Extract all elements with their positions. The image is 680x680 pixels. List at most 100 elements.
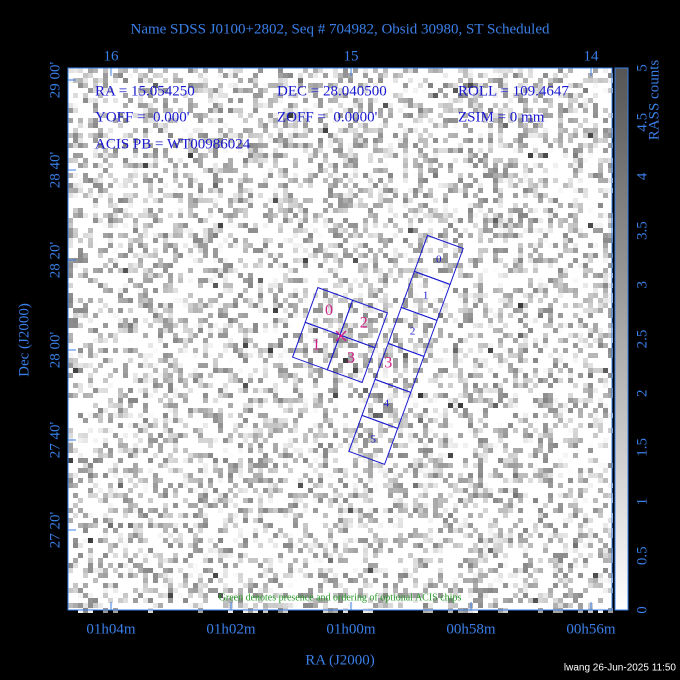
sky-pixel: [233, 378, 238, 383]
sky-pixel: [418, 303, 423, 308]
sky-pixel: [578, 123, 583, 128]
sky-pixel: [233, 238, 238, 243]
sky-pixel: [178, 253, 183, 258]
sky-pixel: [328, 253, 333, 258]
sky-pixel: [378, 553, 383, 558]
sky-pixel: [323, 413, 328, 418]
sky-pixel: [483, 383, 488, 388]
sky-pixel: [268, 488, 273, 493]
sky-pixel: [163, 458, 168, 463]
sky-pixel: [293, 183, 298, 188]
sky-pixel: [353, 483, 358, 488]
sky-pixel: [238, 488, 243, 493]
sky-pixel: [603, 68, 608, 73]
sky-pixel: [338, 178, 343, 183]
sky-pixel: [333, 428, 338, 433]
sky-pixel: [113, 473, 118, 478]
sky-pixel: [88, 188, 93, 193]
sky-pixel: [373, 438, 378, 443]
sky-pixel: [173, 243, 178, 248]
sky-pixel: [353, 463, 358, 468]
sky-pixel: [483, 248, 488, 253]
sky-pixel: [163, 208, 168, 213]
sky-pixel: [253, 438, 258, 443]
sky-pixel: [233, 538, 238, 543]
sky-pixel: [428, 168, 433, 173]
sky-pixel: [388, 343, 393, 348]
sky-pixel: [238, 443, 243, 448]
sky-pixel: [568, 433, 573, 438]
sky-pixel: [563, 183, 568, 188]
sky-pixel: [548, 368, 553, 373]
sky-pixel: [578, 553, 583, 558]
sky-pixel: [153, 288, 158, 293]
sky-pixel: [478, 398, 483, 403]
sky-pixel: [138, 298, 143, 303]
sky-pixel: [503, 488, 508, 493]
sky-pixel: [173, 178, 178, 183]
sky-pixel: [303, 218, 308, 223]
sky-pixel: [123, 368, 128, 373]
sky-pixel: [93, 458, 98, 463]
sky-pixel: [303, 363, 308, 368]
sky-pixel: [463, 388, 468, 393]
sky-pixel: [338, 113, 343, 118]
sky-pixel: [178, 523, 183, 528]
sky-pixel: [528, 383, 533, 388]
sky-pixel: [593, 293, 598, 298]
sky-pixel: [208, 443, 213, 448]
sky-pixel: [218, 408, 223, 413]
sky-pixel: [538, 93, 543, 98]
sky-pixel: [163, 568, 168, 573]
sky-pixel: [573, 243, 578, 248]
sky-pixel: [273, 163, 278, 168]
sky-pixel: [248, 278, 253, 283]
sky-pixel: [608, 128, 613, 133]
sky-pixel: [213, 548, 218, 553]
sky-pixel: [573, 563, 578, 568]
sky-pixel: [348, 283, 353, 288]
sky-pixel: [318, 138, 323, 143]
sky-pixel: [323, 73, 328, 78]
sky-pixel: [358, 203, 363, 208]
sky-pixel: [93, 328, 98, 333]
sky-pixel: [293, 418, 298, 423]
sky-pixel: [258, 68, 263, 73]
sky-pixel: [498, 578, 503, 583]
sky-pixel: [278, 98, 283, 103]
sky-pixel: [378, 123, 383, 128]
sky-pixel: [178, 363, 183, 368]
sky-pixel: [333, 183, 338, 188]
sky-pixel: [413, 68, 418, 73]
sky-pixel: [333, 353, 338, 358]
sky-pixel: [178, 393, 183, 398]
sky-pixel: [348, 358, 353, 363]
sky-pixel: [78, 308, 83, 313]
sky-pixel: [538, 108, 543, 113]
sky-pixel: [203, 383, 208, 388]
sky-pixel: [93, 268, 98, 273]
sky-pixel: [163, 243, 168, 248]
sky-pixel: [423, 473, 428, 478]
sky-pixel: [163, 128, 168, 133]
sky-pixel: [413, 483, 418, 488]
sky-pixel: [558, 288, 563, 293]
sky-pixel: [218, 303, 223, 308]
sky-pixel: [478, 443, 483, 448]
sky-pixel: [128, 388, 133, 393]
sky-pixel: [483, 118, 488, 123]
sky-pixel: [523, 533, 528, 538]
sky-pixel: [328, 443, 333, 448]
sky-pixel: [173, 553, 178, 558]
sky-pixel: [578, 228, 583, 233]
sky-pixel: [68, 363, 73, 368]
sky-pixel: [198, 248, 203, 253]
sky-pixel: [218, 153, 223, 158]
sky-pixel: [498, 313, 503, 318]
sky-pixel: [518, 288, 523, 293]
sky-pixel: [433, 158, 438, 163]
sky-pixel: [198, 383, 203, 388]
sky-pixel: [293, 458, 298, 463]
sky-pixel: [328, 318, 333, 323]
sky-pixel: [388, 203, 393, 208]
